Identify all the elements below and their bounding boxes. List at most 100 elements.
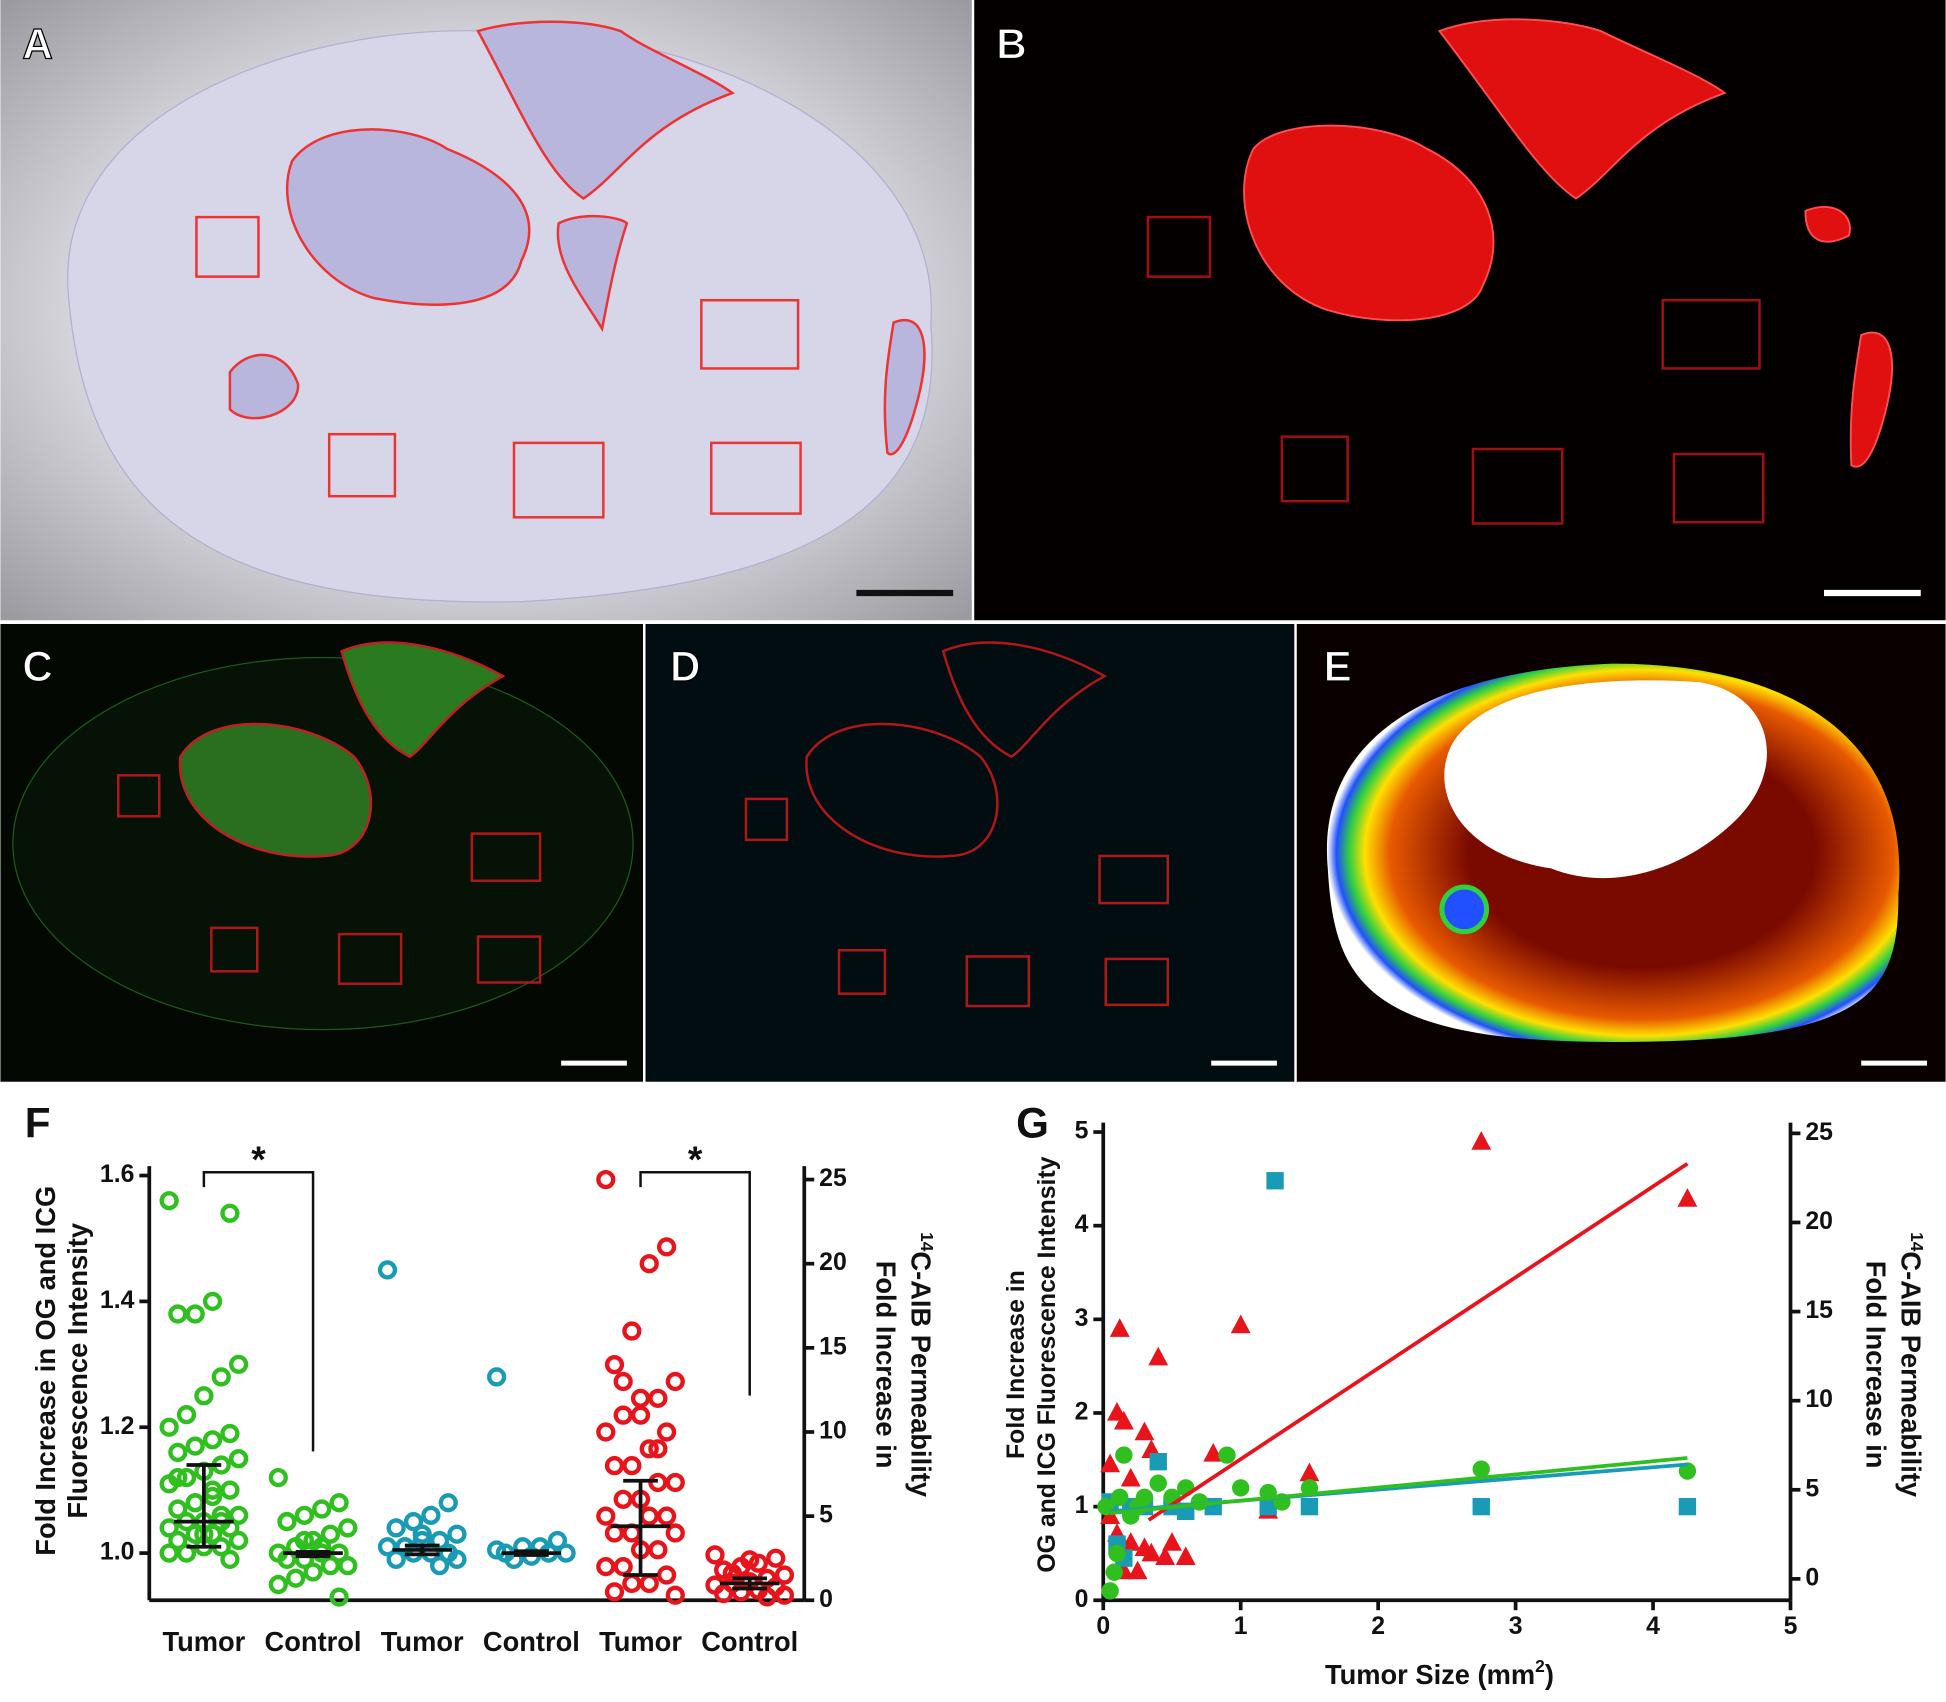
dot [630, 1405, 651, 1425]
x-axis-title-part: ) [1545, 1659, 1554, 1690]
y2-tick-label: 25 [1805, 1119, 1833, 1146]
panel-c [0, 623, 644, 1082]
y2-tick-label: 20 [819, 1249, 847, 1276]
dot [766, 1548, 786, 1568]
dot [613, 1405, 633, 1425]
dot [604, 1582, 625, 1602]
point [1677, 1188, 1698, 1207]
point [1230, 1314, 1251, 1334]
point [1149, 1452, 1167, 1471]
dot [639, 1439, 659, 1459]
dot [665, 1472, 685, 1493]
point [1471, 1131, 1492, 1150]
x-tick-label: 0 [1096, 1613, 1110, 1640]
y2-axis-title: 14C-AIB Permeability [905, 1232, 937, 1498]
dot [665, 1371, 685, 1392]
dot [705, 1545, 725, 1565]
dot [377, 1260, 398, 1280]
y-axis-title: Fluorescence Intensity [62, 1222, 93, 1518]
x-tick-label: 4 [1646, 1613, 1660, 1640]
dot [168, 1442, 188, 1463]
x-tick-label: Tumor [599, 1626, 682, 1657]
dot [228, 1354, 249, 1374]
dot [268, 1467, 288, 1488]
dot [547, 1530, 568, 1551]
dot [329, 1587, 349, 1607]
dot [447, 1549, 467, 1569]
point [1109, 1318, 1130, 1337]
x-tick-label: Control [701, 1626, 798, 1657]
y2-tick-label: 0 [819, 1586, 833, 1613]
point [1100, 1505, 1121, 1524]
y-tick-label: 5 [1075, 1118, 1089, 1145]
y2-axis-title: Fold Increase in [870, 1261, 901, 1469]
dot [656, 1506, 677, 1526]
dot [613, 1489, 633, 1509]
x-tick-label: 1 [1234, 1613, 1248, 1640]
y-tick-label: 3 [1075, 1305, 1089, 1332]
dot [596, 1169, 616, 1190]
dot [639, 1506, 659, 1526]
dot [412, 1524, 432, 1544]
superscript: 14 [917, 1232, 937, 1252]
dot [604, 1355, 625, 1375]
y2-tick-label: 10 [819, 1418, 847, 1445]
dot [211, 1367, 231, 1387]
y-axis-title: Fold Increase in [1003, 1270, 1030, 1459]
dot [386, 1518, 406, 1538]
dot [329, 1493, 349, 1513]
dot [168, 1467, 188, 1488]
point [1120, 1467, 1141, 1487]
dot [622, 1573, 642, 1594]
panel-label: F [25, 1100, 51, 1147]
panel-label: D [670, 643, 700, 690]
point [1108, 1544, 1126, 1563]
y2-tick-label: 25 [819, 1165, 847, 1192]
x-axis-title-part: Tumor Size (mm [1325, 1659, 1535, 1690]
point [1155, 1546, 1176, 1565]
x-axis-title: Tumor Size (mm2) [1325, 1656, 1554, 1691]
significance-bracket [639, 1171, 751, 1396]
point [1149, 1474, 1167, 1492]
point [1175, 1546, 1196, 1565]
significance-bracket [202, 1171, 315, 1452]
dot [377, 1537, 398, 1557]
dot [665, 1585, 685, 1605]
y-tick-label: 4 [1075, 1211, 1089, 1238]
dot [656, 1422, 677, 1442]
point [1266, 1172, 1284, 1190]
dot [159, 1417, 179, 1437]
dot [630, 1388, 651, 1408]
dot [320, 1556, 341, 1576]
dot [185, 1304, 205, 1324]
dot [202, 1430, 223, 1450]
dot [648, 1388, 668, 1408]
panel-e [1296, 623, 1946, 1082]
point [1100, 1453, 1121, 1473]
point [1218, 1446, 1236, 1464]
y-tick-label: 2 [1075, 1399, 1089, 1426]
y2-tick-label: 15 [1805, 1297, 1833, 1324]
dot [220, 1480, 240, 1500]
point [1299, 1462, 1320, 1482]
dot [421, 1505, 441, 1525]
y2-tick-label: 5 [1805, 1475, 1819, 1502]
dot [665, 1523, 685, 1543]
fit-line [1147, 1162, 1689, 1522]
dot [176, 1467, 197, 1488]
dot [338, 1518, 358, 1538]
dot [228, 1505, 249, 1525]
point [1259, 1497, 1277, 1516]
panel-label: E [1324, 643, 1352, 690]
panel-b [974, 0, 1946, 621]
dot [194, 1386, 214, 1406]
y-tick-label: 0 [1075, 1586, 1089, 1613]
dot [639, 1254, 659, 1274]
dot [447, 1524, 467, 1544]
dot [613, 1557, 633, 1577]
dot [303, 1562, 323, 1582]
dot [294, 1505, 314, 1525]
dot [438, 1493, 458, 1513]
x-tick-label: 2 [1371, 1613, 1385, 1640]
dot [168, 1499, 188, 1519]
